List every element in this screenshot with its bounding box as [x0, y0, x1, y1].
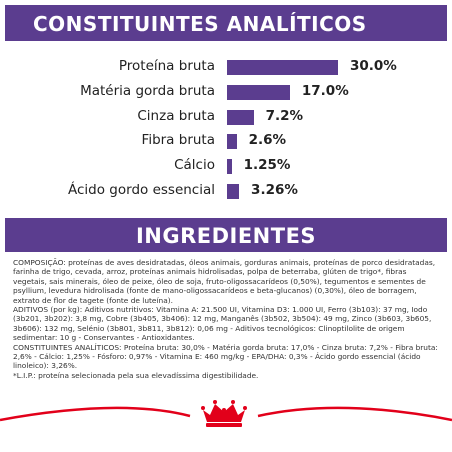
section-title: INGREDIENTES — [5, 218, 447, 252]
paragraph: COMPOSIÇÃO: proteínas de aves desidratad… — [13, 258, 436, 305]
bar — [227, 109, 254, 125]
value-label: 30.0% — [350, 58, 397, 74]
bar — [227, 60, 338, 75]
value-label: 3.26% — [251, 182, 298, 198]
bar — [227, 134, 237, 150]
category-label: Cálcio — [174, 157, 215, 174]
value-label: 17.0% — [301, 82, 349, 99]
crown-logo — [201, 400, 247, 427]
bar — [227, 184, 240, 199]
bar — [227, 84, 290, 100]
chart-title: CONSTITUINTES ANALÍTICOS — [5, 5, 447, 41]
paragraph: CONSTITUINTES ANALÍTICOS: Proteína bruta… — [13, 342, 438, 371]
paragraph: *L.I.P.: proteína selecionada pela sua e… — [13, 370, 259, 380]
value-label: 7.2% — [265, 107, 304, 124]
category-label: Matéria gorda bruta — [80, 82, 215, 99]
category-label: Cinza bruta — [137, 107, 215, 124]
value-label: 1.25% — [243, 157, 291, 174]
category-label: Proteína bruta — [118, 58, 215, 74]
brand-curve — [0, 406, 452, 422]
paragraph: ADITIVOS (por kg): Aditivos nutritivos: … — [13, 305, 432, 343]
category-label: Ácido gordo essencial — [68, 182, 215, 198]
value-label: 2.6% — [248, 132, 287, 149]
ingredients-text: COMPOSIÇÃO: proteínas de aves desidratad… — [13, 258, 441, 380]
category-label: Fibra bruta — [141, 132, 215, 149]
bar — [227, 159, 232, 175]
